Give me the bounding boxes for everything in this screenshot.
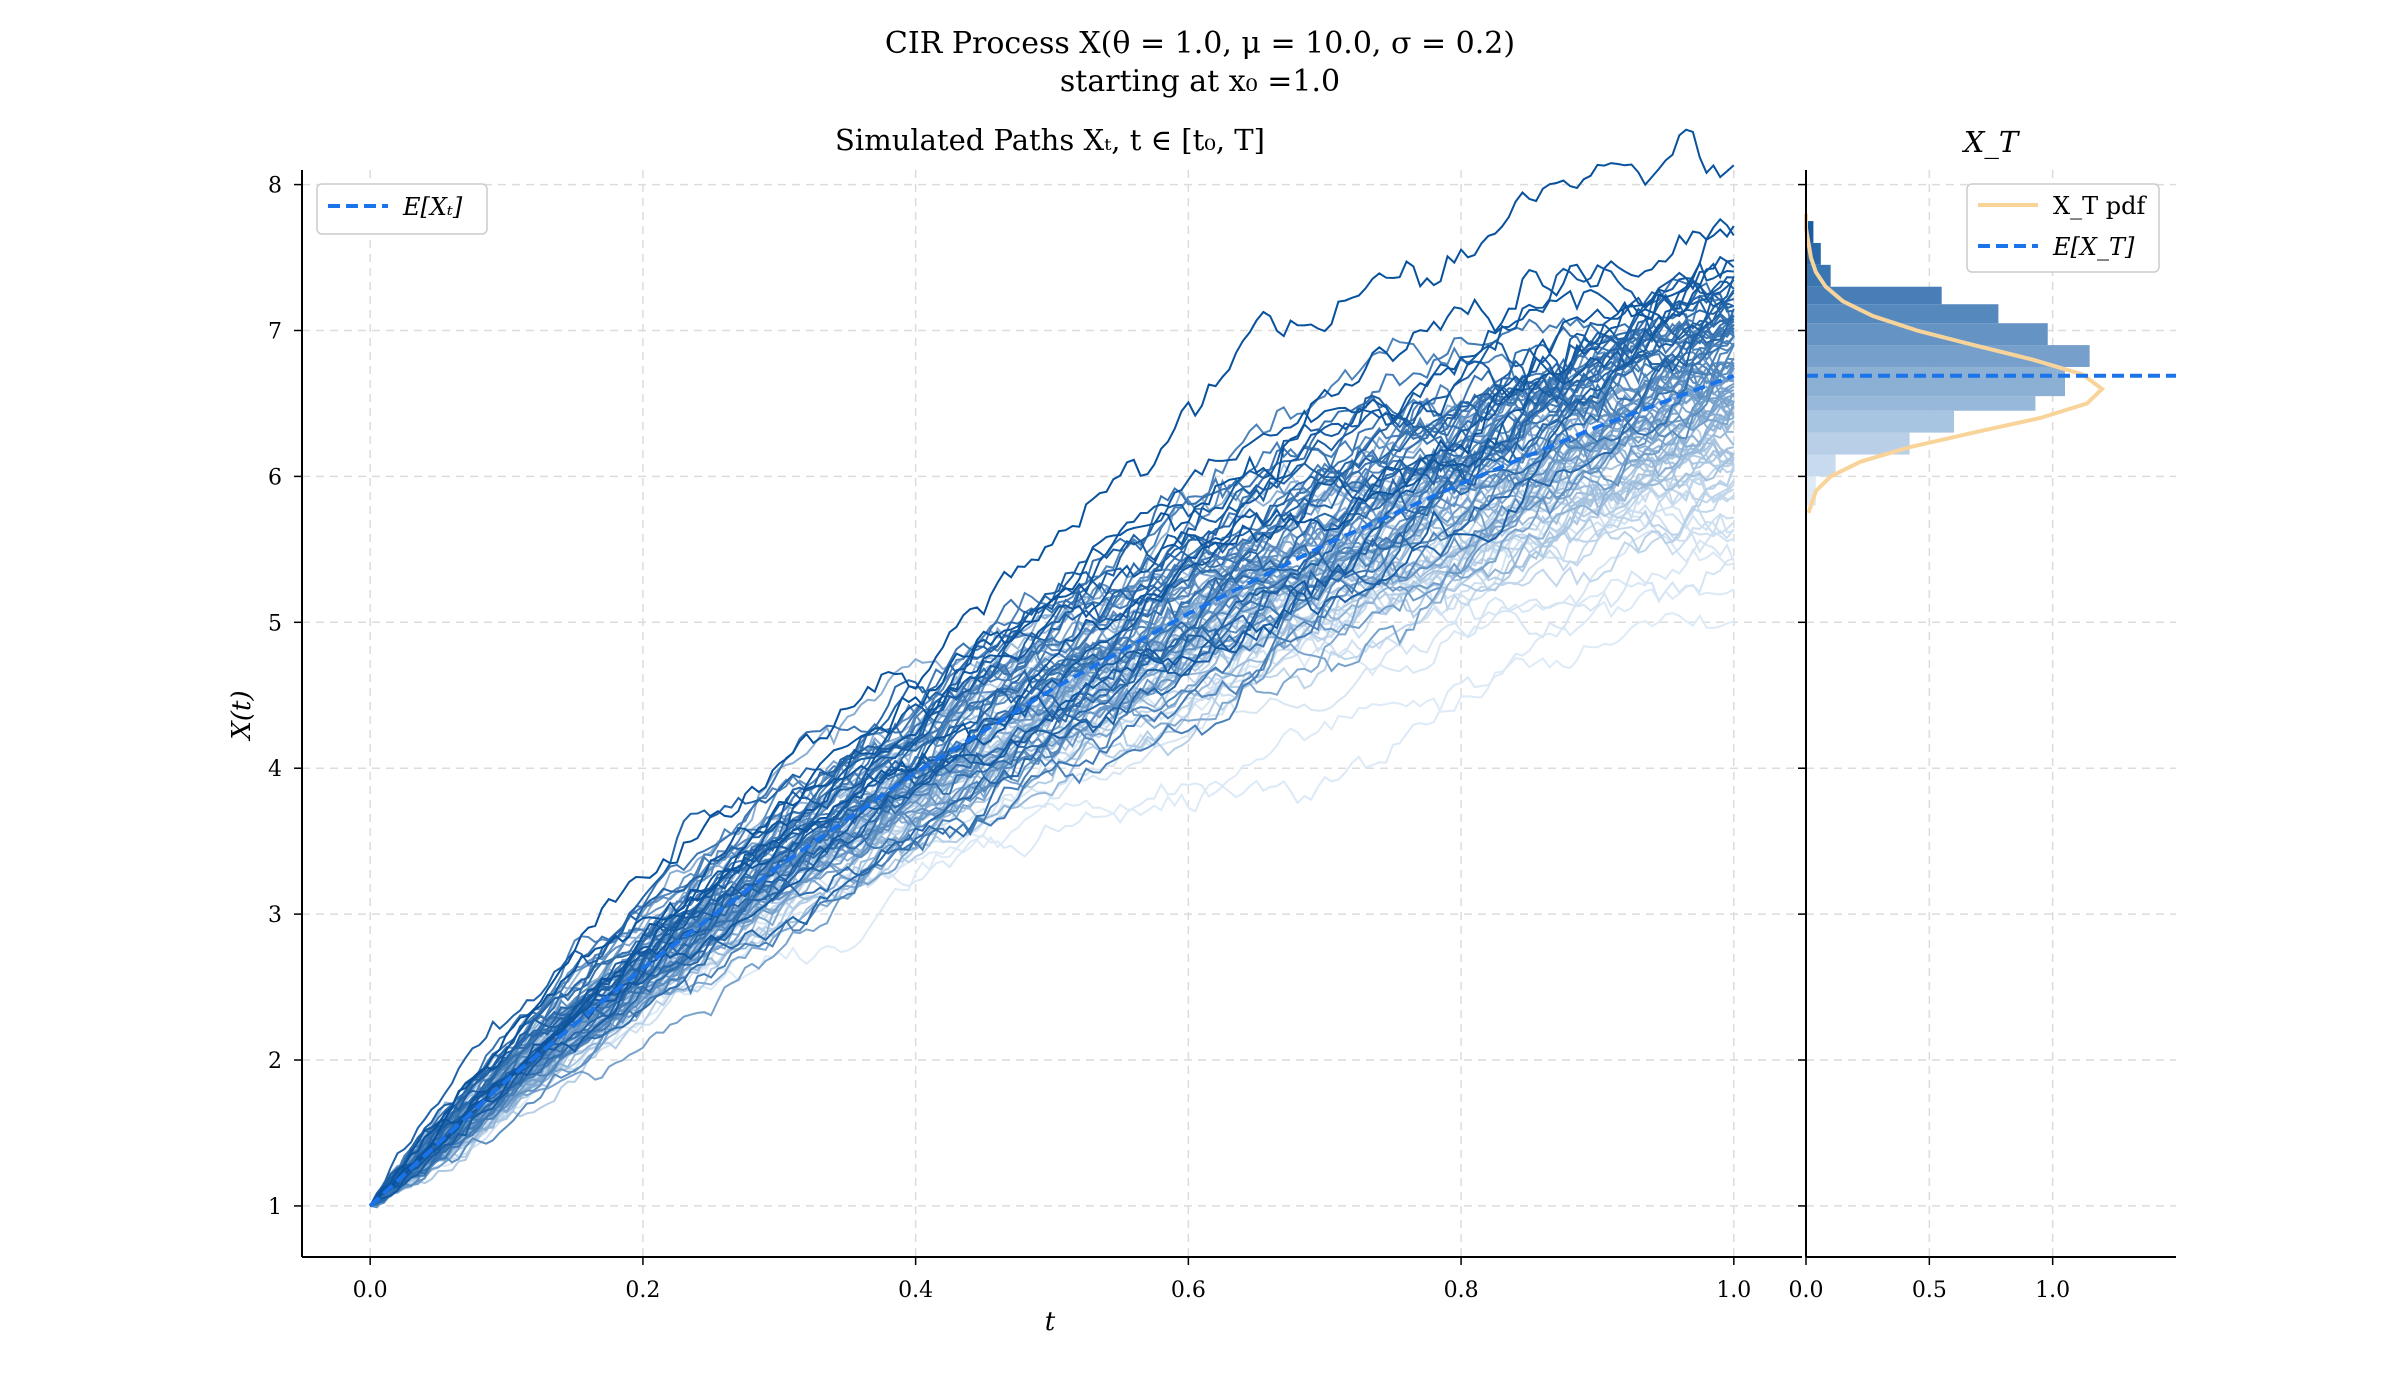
- simulated-path: [369, 313, 1735, 1207]
- hist-panel-title: X_T: [1962, 125, 2021, 160]
- simulated-path: [370, 336, 1735, 1207]
- hist-x-tick-label: 0.5: [1912, 1278, 1947, 1303]
- x-tick-label: 0.4: [898, 1278, 933, 1303]
- simulated-path: [369, 225, 1735, 1207]
- y-tick-label: 6: [268, 465, 282, 490]
- x-axis-label: t: [1045, 1307, 1056, 1337]
- paths-series-group: [369, 128, 1735, 1209]
- y-tick-label: 4: [268, 757, 282, 782]
- simulated-path: [369, 420, 1735, 1207]
- hist-bar: [1806, 345, 2090, 367]
- y-tick-label: 1: [268, 1195, 282, 1220]
- expectation-line: [368, 373, 1735, 1208]
- x-tick-label: 1.0: [1716, 1278, 1751, 1303]
- hist-ticks: 0.0 0.5 1.0: [1789, 183, 2070, 1303]
- paths-legend-box: [316, 183, 488, 235]
- x-tick-label: 0.6: [1171, 1278, 1206, 1303]
- y-tick-label: 5: [268, 611, 282, 636]
- y-axis-label: X(t): [227, 690, 257, 741]
- simulated-path: [369, 280, 1735, 1207]
- hist-bar: [1806, 396, 2036, 411]
- hist-bar: [1806, 454, 1836, 477]
- paths-panel: Simulated Paths Xₜ, t ∈ [t₀, T] 0.0 0.2 0.…: [227, 123, 1802, 1337]
- simulated-path: [369, 259, 1735, 1207]
- paths-panel-title: Simulated Paths Xₜ, t ∈ [t₀, T]: [835, 123, 1265, 157]
- y-tick-label: 7: [268, 319, 282, 344]
- hist-legend-expect-label: E[X_T]: [2052, 233, 2135, 261]
- figure-title: CIR Process X(θ = 1.0, μ = 10.0, σ = 0.2…: [885, 26, 1515, 61]
- simulated-path: [369, 260, 1734, 1207]
- hist-bar: [1806, 432, 1910, 455]
- simulated-path: [369, 217, 1735, 1207]
- simulated-path: [369, 410, 1735, 1207]
- hist-legend-pdf-label: X_T pdf: [2053, 192, 2147, 220]
- simulated-path: [369, 464, 1735, 1207]
- simulated-path: [369, 290, 1735, 1207]
- y-tick-label: 2: [268, 1049, 282, 1074]
- hist-x-tick-label: 0.0: [1789, 1278, 1824, 1303]
- simulated-path: [369, 440, 1735, 1207]
- simulated-path: [369, 392, 1735, 1207]
- expectation-series: [368, 373, 1735, 1208]
- simulated-path: [369, 482, 1735, 1207]
- simulated-path: [370, 547, 1734, 1208]
- simulated-path: [369, 477, 1735, 1207]
- simulated-path: [369, 493, 1735, 1207]
- simulated-path: [369, 468, 1735, 1207]
- simulated-path: [369, 468, 1735, 1207]
- paths-ticks: 0.0 0.2 0.4 0.6 0.8 1.0 1 2 3 4 5 6 7 8: [268, 174, 1751, 1303]
- simulated-path: [369, 464, 1735, 1207]
- x-tick-label: 0.2: [625, 1278, 660, 1303]
- simulated-path: [369, 317, 1735, 1207]
- simulated-path: [369, 482, 1734, 1207]
- pdf-series: [1804, 213, 2106, 514]
- simulated-path: [369, 473, 1734, 1207]
- simulated-path: [369, 430, 1734, 1207]
- figure-subtitle: starting at x₀ =1.0: [1060, 64, 1340, 99]
- hist-x-tick-label: 1.0: [2035, 1278, 2070, 1303]
- y-tick-label: 3: [268, 903, 282, 928]
- simulated-path: [369, 318, 1735, 1207]
- paths-legend: E[Xₜ]: [316, 183, 488, 235]
- simulated-path: [369, 312, 1735, 1207]
- x-tick-label: 0.8: [1444, 1278, 1479, 1303]
- simulated-path: [369, 389, 1735, 1207]
- hist-bar: [1806, 304, 1999, 324]
- simulated-path: [369, 128, 1735, 1207]
- hist-bar: [1806, 476, 1816, 506]
- y-tick-label: 8: [268, 174, 282, 199]
- paths-axes: [301, 170, 1802, 1258]
- simulated-path: [369, 293, 1735, 1207]
- simulated-path: [369, 393, 1735, 1207]
- hist-bar: [1806, 410, 1954, 433]
- hist-bar: [1806, 221, 1814, 243]
- simulated-path: [369, 478, 1735, 1207]
- terminal-distribution-panel: X_T 0.0 0.5 1.0 X_T pdf E[X_T]: [1789, 125, 2176, 1303]
- hist-legend: X_T pdf E[X_T]: [1966, 183, 2160, 273]
- simulated-path: [370, 397, 1735, 1207]
- simulated-path: [369, 473, 1735, 1207]
- simulated-path: [369, 279, 1735, 1207]
- simulated-path: [369, 432, 1735, 1207]
- paths-legend-label: E[Xₜ]: [402, 193, 463, 221]
- hist-bar: [1806, 366, 2065, 397]
- x-tick-label: 0.0: [353, 1278, 388, 1303]
- hist-axes: [1805, 170, 2176, 1258]
- pdf-curve: [1804, 213, 2106, 514]
